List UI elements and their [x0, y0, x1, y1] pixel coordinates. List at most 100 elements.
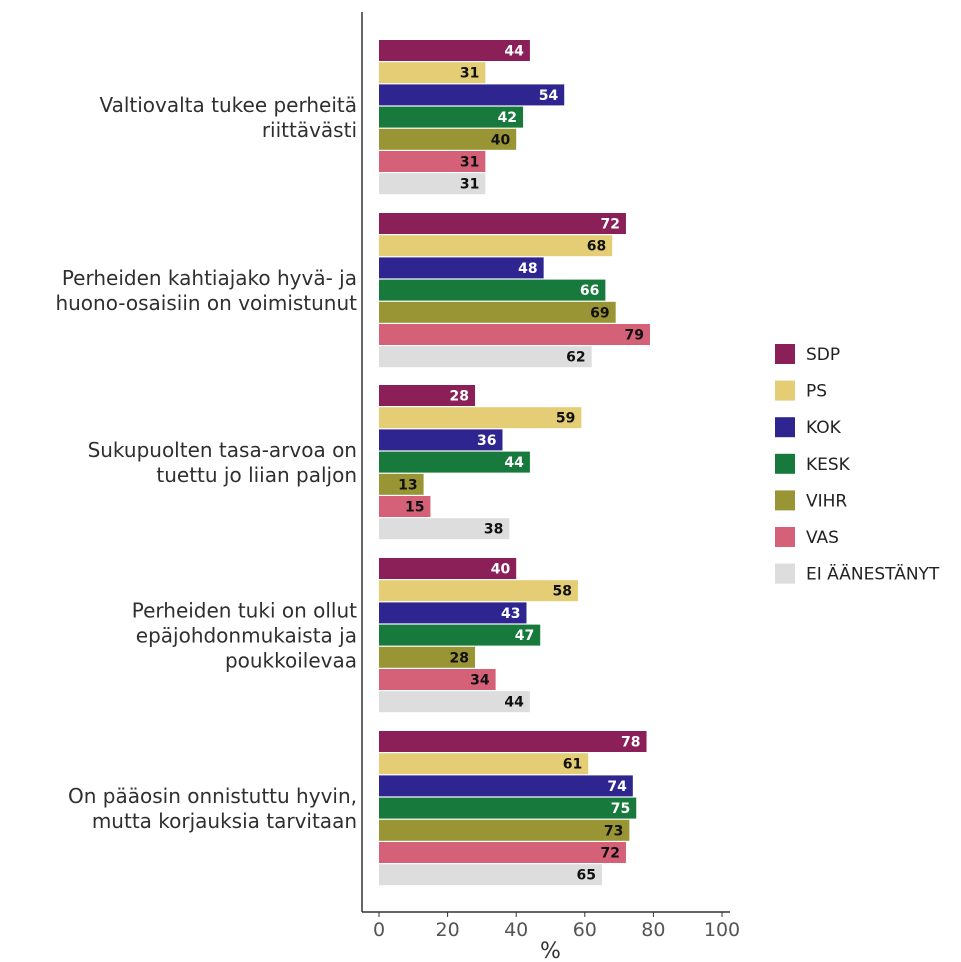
bar-value-label: 42 — [498, 110, 517, 126]
bar-kok-5 — [379, 775, 633, 797]
bar-value-label: 40 — [491, 562, 511, 578]
bar-vihr-1 — [379, 128, 517, 150]
category-label-line: mutta korjauksia tarvitaan — [92, 809, 357, 833]
x-tick-label: 0 — [373, 919, 385, 941]
x-tick-label: 60 — [573, 919, 597, 941]
bar-vas-3 — [379, 496, 431, 517]
bar-value-label: 36 — [477, 433, 496, 449]
bar-kok-3 — [379, 429, 503, 451]
legend-swatch — [775, 563, 795, 584]
category-label-line: huono-osaisiin on voimistunut — [55, 291, 357, 315]
bar-ps-5 — [379, 753, 589, 775]
bar-value-label: 28 — [450, 650, 469, 666]
bar-value-label: 15 — [405, 500, 424, 516]
axes — [361, 12, 730, 913]
legend-label: KOK — [806, 418, 842, 438]
category-label-line: riittävästi — [262, 118, 357, 142]
bar-value-label: 38 — [484, 522, 503, 538]
bar-ei-äänestänyt-5 — [379, 864, 602, 886]
bar-kok-2 — [379, 257, 544, 279]
bar-sdp-1 — [379, 40, 530, 61]
bar-vas-4 — [379, 669, 496, 690]
bar-value-label: 31 — [460, 66, 479, 82]
x-ticks: 0 20 40 60 80 100 — [373, 912, 740, 941]
bar-value-label: 79 — [624, 328, 643, 344]
bar-kesk-3 — [379, 451, 530, 473]
category-label: Valtiovalta tukee perheitä riittävästi — [99, 93, 357, 142]
bar-value-label: 62 — [566, 350, 585, 366]
category-label-line: poukkoilevaa — [225, 649, 357, 673]
x-tick-label: 100 — [704, 919, 740, 941]
bar-kesk-4 — [379, 624, 541, 646]
bar-value-label: 61 — [563, 757, 582, 773]
bar-value-label: 31 — [460, 155, 479, 171]
legend-label: VIHR — [806, 491, 847, 511]
bar-value-label: 65 — [576, 868, 595, 884]
x-tick-label: 20 — [436, 919, 460, 941]
bar-sdp-3 — [379, 385, 476, 406]
bar-value-label: 44 — [504, 44, 524, 60]
bar-sdp-2 — [379, 213, 626, 234]
legend-label: EI ÄÄNESTÄNYT — [806, 564, 940, 585]
legend-swatch — [775, 490, 795, 511]
x-tick-label: 80 — [641, 919, 665, 941]
category-label-line: Perheiden tuki on ollut — [132, 599, 357, 623]
bar-ei-äänestänyt-3 — [379, 518, 510, 540]
bar-value-label: 40 — [491, 132, 511, 148]
legend-swatch — [775, 380, 795, 401]
bar-ps-2 — [379, 235, 613, 257]
legend-label: KESK — [806, 455, 851, 475]
bar-kok-1 — [379, 84, 565, 106]
x-tick-label: 40 — [504, 919, 528, 941]
bar-ei-äänestänyt-2 — [379, 346, 592, 368]
bar-value-label: 78 — [621, 735, 640, 751]
category-label-line: Perheiden kahtiajako hyvä- ja — [62, 266, 357, 290]
bar-value-label: 44 — [504, 695, 524, 711]
bar-ps-1 — [379, 62, 486, 84]
bar-vas-2 — [379, 324, 650, 345]
bar-ps-4 — [379, 580, 578, 602]
bar-value-label: 73 — [604, 823, 623, 839]
bar-sdp-5 — [379, 731, 647, 752]
bar-value-label: 31 — [460, 177, 479, 193]
bar-value-label: 13 — [398, 477, 417, 493]
bar-ei-äänestänyt-4 — [379, 691, 530, 713]
legend-swatch — [775, 453, 795, 474]
bar-vihr-4 — [379, 646, 476, 668]
category-label: Perheiden tuki on ollut epäjohdonmukaista… — [132, 599, 357, 673]
category-label-line: epäjohdonmukaista ja — [136, 624, 357, 648]
bar-value-label: 54 — [539, 88, 559, 104]
bar-value-label: 34 — [470, 673, 490, 689]
bar-value-label: 72 — [600, 846, 619, 862]
category-label: On pääosin onnistuttu hyvin, mutta korjau… — [68, 784, 357, 833]
bar-kesk-2 — [379, 279, 606, 301]
bar-value-label: 75 — [611, 801, 630, 817]
bar-vihr-2 — [379, 301, 616, 323]
bar-sdp-4 — [379, 558, 517, 579]
bar-value-label: 66 — [580, 283, 599, 299]
legend-label: VAS — [806, 528, 839, 548]
bar-value-label: 58 — [552, 584, 571, 600]
category-label-line: On pääosin onnistuttu hyvin, — [68, 784, 357, 808]
bar-value-label: 74 — [607, 779, 627, 795]
bars: 44 31 54 42 40 31 31 72 68 48 66 69 79 62 28 59 36 44 13 15… — [379, 40, 650, 886]
bar-kesk-5 — [379, 797, 637, 819]
bar-value-label: 47 — [515, 628, 534, 644]
bar-value-label: 43 — [501, 606, 520, 622]
bar-vas-1 — [379, 151, 486, 172]
bar-ps-3 — [379, 407, 582, 429]
x-axis-title: % — [540, 939, 561, 962]
legend-label: PS — [806, 382, 827, 402]
legend-swatch — [775, 527, 795, 547]
bar-value-label: 44 — [504, 455, 524, 471]
bar-value-label: 68 — [587, 239, 606, 255]
category-label-line: Sukupuolten tasa-arvoa on — [88, 438, 357, 462]
legend-label: SDP — [806, 345, 840, 365]
bar-vihr-3 — [379, 473, 424, 495]
bar-value-label: 48 — [518, 261, 537, 277]
category-label: Sukupuolten tasa-arvoa on tuettu jo liian… — [88, 438, 357, 487]
category-label-line: Valtiovalta tukee perheitä — [99, 93, 357, 117]
bar-vas-5 — [379, 842, 626, 863]
bar-kok-4 — [379, 602, 527, 624]
